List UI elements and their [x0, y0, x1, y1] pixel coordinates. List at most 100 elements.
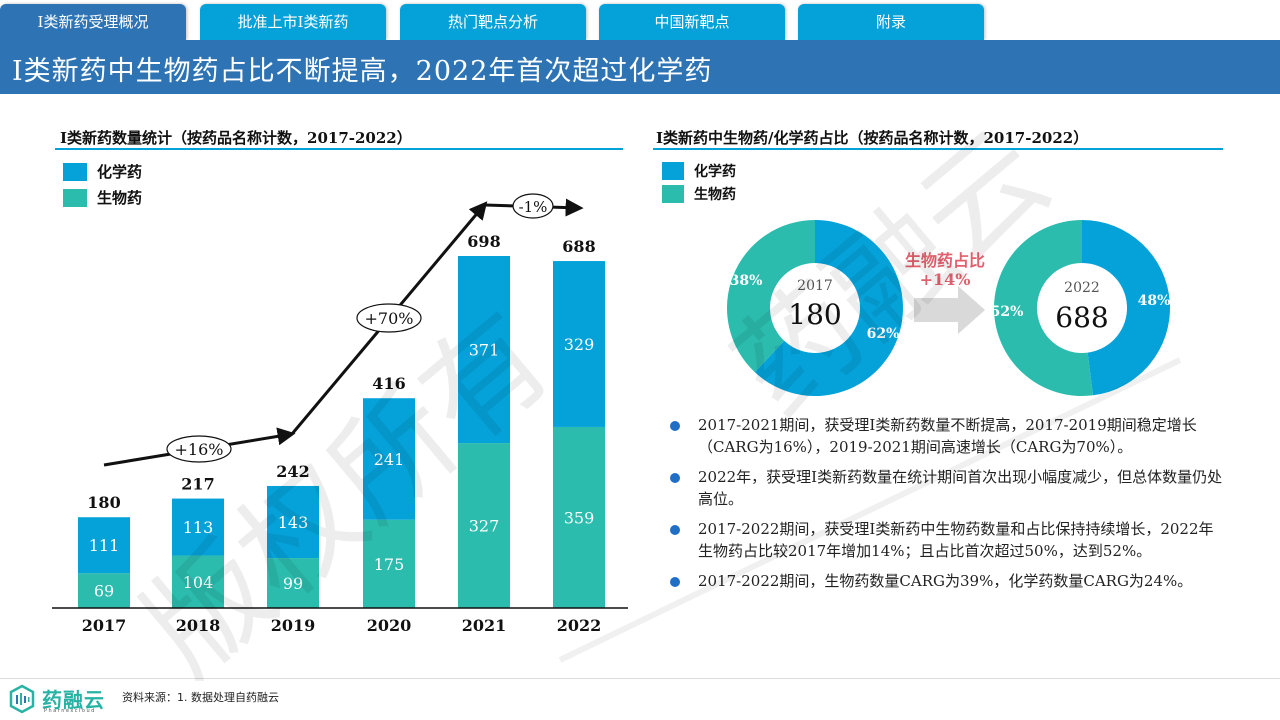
stacked-bar-chart: 69 111 180 104 113 217 99 143 242 175 241 416 327 371…: [52, 193, 628, 635]
bar-label-biologic-2021: 327: [469, 517, 500, 536]
donut-2022-chemical-pct: 48%: [1138, 293, 1171, 309]
bar-biologic-2019: [267, 558, 319, 608]
bar-total-2017: 180: [87, 493, 120, 512]
logo-text: 药融云: [42, 688, 105, 712]
bar-chemical-2020: [363, 398, 415, 520]
bar-chemical-2018: [172, 498, 224, 556]
bar-biologic-2020: [363, 519, 415, 608]
tab-hot-targets[interactable]: 热门靶点分析: [400, 4, 586, 40]
growth-annotation-minus1: -1%: [512, 193, 554, 219]
donut-2017-slice-chemical: [754, 220, 903, 396]
legend-swatch-chemical-right: [662, 162, 684, 180]
finding-text: 2017-2021期间，获受理I类新药数量不断提高，2017-2019期间稳定增…: [698, 416, 1197, 456]
donut-2017-biologic-pct: 38%: [730, 273, 763, 289]
bar-label-chemical-2021: 371: [469, 341, 500, 360]
tab-approved-drugs[interactable]: 批准上市I类新药: [200, 4, 386, 40]
growth-label-70: +70%: [365, 309, 414, 328]
donut-2017-slice-biologic: [727, 220, 815, 373]
x-tick-2022: 2022: [557, 616, 602, 635]
x-tick-2019: 2019: [271, 616, 316, 635]
legend-item-biologic-right: 生物药: [662, 184, 736, 204]
bar-label-biologic-2019: 99: [283, 574, 303, 593]
key-findings-list: 2017-2021期间，获受理I类新药数量不断提高，2017-2019期间稳定增…: [668, 414, 1228, 600]
source-note: 资料来源：1. 数据处理自药融云: [122, 691, 279, 704]
tab-bar: I类新药受理概况 批准上市I类新药 热门靶点分析 中国新靶点 附录: [0, 0, 1280, 40]
finding-text: 2017-2022期间，获受理I类新药中生物药数量和占比保持持续增长，2022年…: [698, 520, 1214, 560]
legend-item-chemical: 化学药: [63, 161, 142, 182]
x-tick-2018: 2018: [176, 616, 221, 635]
donut-charts: 2017 180 2022 688 38% 62% 52% 48% 生物药占比 …: [727, 220, 1171, 396]
page-title: I类新药中生物药占比不断提高，2022年首次超过化学药: [12, 56, 713, 87]
bar-label-biologic-2017: 69: [94, 582, 114, 601]
legend-swatch-chemical: [63, 162, 87, 181]
legend-item-biologic: 生物药: [63, 187, 142, 208]
growth-annotation-70: +70%: [356, 303, 422, 333]
donut-2017-chemical-pct: 62%: [867, 326, 900, 342]
finding-item: 2022年，获受理I类新药数量在统计期间首次出现小幅度减少，但总体数量仍处高位。: [668, 466, 1228, 510]
bar-label-chemical-2018: 113: [183, 518, 214, 537]
legend-label-chemical-right: 化学药: [694, 164, 736, 180]
brand-logo: 药融云 Pharnexcloud: [8, 684, 118, 714]
bar-biologic-2017: [78, 573, 130, 608]
legend-swatch-biologic-right: [662, 185, 684, 203]
donut-2017: [727, 220, 903, 396]
growth-annotation-16: +16%: [166, 435, 232, 463]
bar-biologic-2022: [553, 426, 605, 608]
donut-2022-total: 688: [1055, 301, 1108, 334]
bar-biologic-2018: [172, 555, 224, 608]
finding-text: 2022年，获受理I类新药数量在统计期间首次出现小幅度减少，但总体数量仍处高位。: [698, 468, 1223, 508]
share-shift-arrow: [914, 286, 985, 334]
bar-label-chemical-2019: 143: [278, 513, 309, 532]
x-tick-2017: 2017: [82, 616, 127, 635]
tab-accepted-overview[interactable]: I类新药受理概况: [0, 4, 186, 40]
donut-2022: [994, 220, 1171, 396]
bar-biologic-2021: [458, 443, 510, 608]
hexagon-logo-icon: [9, 684, 35, 714]
donut-2022-slice-biologic: [994, 220, 1094, 396]
bar-chemical-2019: [267, 485, 319, 559]
bar-label-biologic-2018: 104: [183, 573, 214, 592]
bar-label-chemical-2017: 111: [89, 536, 120, 555]
finding-text: 2017-2022期间，生物药数量CARG为39%，化学药数量CARG为24%。: [698, 572, 1193, 590]
legend-swatch-biologic: [63, 188, 87, 207]
bar-chemical-2022: [553, 261, 605, 427]
share-shift-value: +14%: [920, 270, 971, 289]
donut-chart-title-rule: [653, 148, 1223, 150]
legend-label-biologic-right: 生物药: [694, 187, 736, 203]
donut-2022-biologic-pct: 52%: [991, 304, 1024, 320]
legend-item-chemical-right: 化学药: [662, 161, 736, 181]
legend-label-biologic: 生物药: [97, 189, 143, 207]
bar-total-2018: 217: [181, 475, 214, 494]
finding-item: 2017-2021期间，获受理I类新药数量不断提高，2017-2019期间稳定增…: [668, 414, 1228, 458]
donut-2017-year: 2017: [797, 278, 833, 294]
tab-china-new-targets[interactable]: 中国新靶点: [599, 4, 785, 40]
footer-divider: [0, 678, 1280, 679]
donut-2022-year: 2022: [1064, 280, 1100, 296]
finding-item: 2017-2022期间，获受理I类新药中生物药数量和占比保持持续增长，2022年…: [668, 518, 1228, 562]
legend-label-chemical: 化学药: [97, 163, 143, 181]
share-shift-label: 生物药占比: [905, 251, 985, 270]
bar-total-2022: 688: [562, 237, 595, 256]
bar-chart-title: I类新药数量统计（按药品名称计数，2017-2022）: [60, 129, 412, 147]
bullet-dot-icon: [670, 525, 680, 535]
growth-label-minus1: -1%: [519, 198, 548, 216]
bar-chemical-2017: [78, 517, 130, 574]
finding-item: 2017-2022期间，生物药数量CARG为39%，化学药数量CARG为24%。: [668, 570, 1228, 592]
growth-label-16: +16%: [175, 440, 224, 459]
bar-total-2020: 416: [372, 374, 405, 393]
bar-label-chemical-2022: 329: [564, 335, 595, 354]
bar-label-biologic-2022: 359: [564, 508, 595, 527]
bar-label-chemical-2020: 241: [374, 450, 405, 469]
bar-label-biologic-2020: 175: [374, 555, 405, 574]
bar-chemical-2021: [458, 256, 510, 444]
bar-total-2021: 698: [467, 232, 500, 251]
bullet-dot-icon: [670, 577, 680, 587]
tab-appendix[interactable]: 附录: [798, 4, 984, 40]
donut-chart-title: I类新药中生物药/化学药占比（按药品名称计数，2017-2022）: [656, 129, 1089, 147]
bar-chart-title-rule: [55, 148, 623, 150]
x-tick-2021: 2021: [462, 616, 507, 635]
title-bar: I类新药中生物药占比不断提高，2022年首次超过化学药: [0, 40, 1280, 94]
x-tick-2020: 2020: [367, 616, 412, 635]
bullet-dot-icon: [670, 421, 680, 431]
bar-total-2019: 242: [276, 462, 309, 481]
